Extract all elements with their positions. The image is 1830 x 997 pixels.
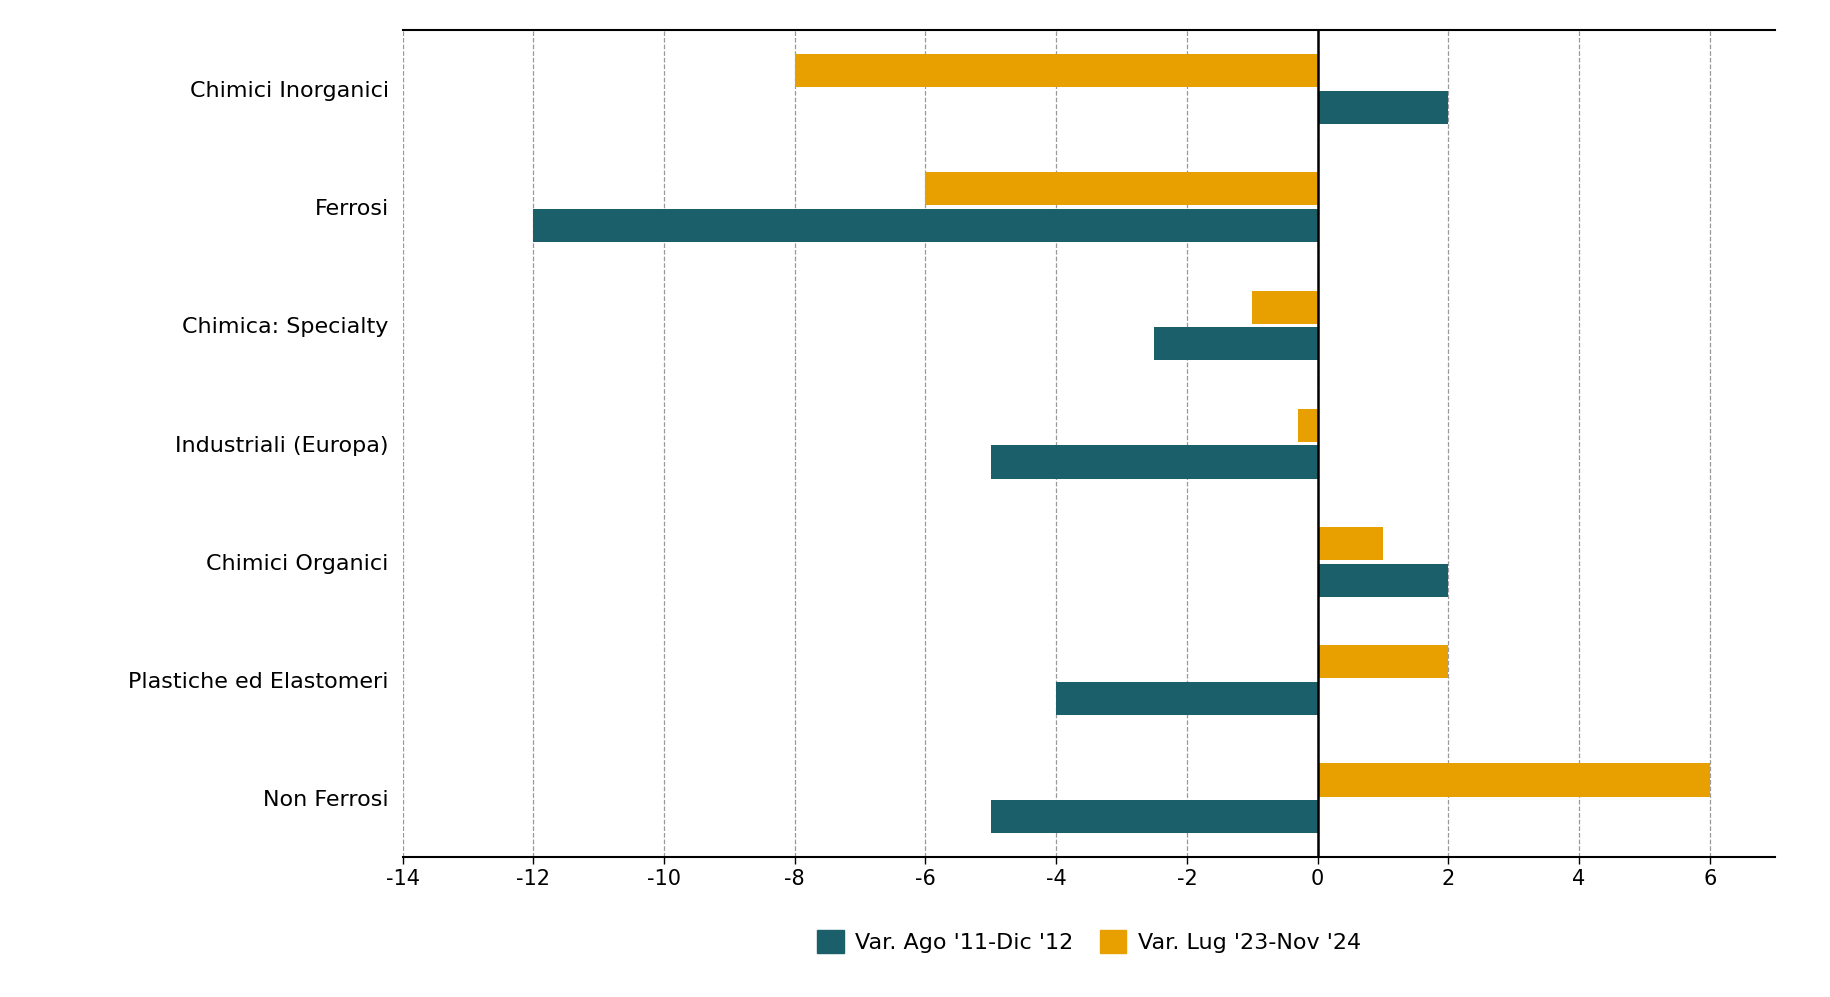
Bar <box>1318 527 1383 560</box>
Bar <box>1155 327 1318 360</box>
Bar <box>1252 290 1318 324</box>
Bar <box>926 172 1318 205</box>
Bar <box>1056 682 1318 715</box>
Bar <box>1297 409 1318 442</box>
Bar <box>794 54 1318 88</box>
Bar <box>1318 645 1448 678</box>
Bar <box>533 209 1318 242</box>
Bar <box>990 800 1318 833</box>
Bar <box>990 446 1318 479</box>
Legend: Var. Ago '11-Dic '12, Var. Lug '23-Nov '24: Var. Ago '11-Dic '12, Var. Lug '23-Nov '… <box>809 921 1369 962</box>
Bar <box>1318 764 1709 797</box>
Bar <box>1318 91 1448 124</box>
Bar <box>1318 563 1448 597</box>
